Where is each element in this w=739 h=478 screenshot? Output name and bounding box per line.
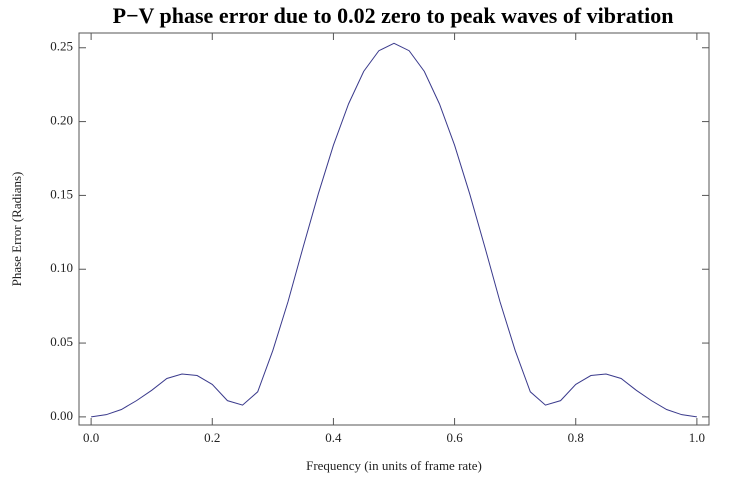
y-tick-label: 0.20: [50, 113, 73, 128]
y-tick-label: 0.05: [50, 334, 73, 349]
y-tick-label: 0.25: [50, 39, 73, 54]
x-axis-label: Frequency (in units of frame rate): [306, 458, 482, 473]
x-tick-label: 0.2: [204, 430, 220, 445]
x-tick-label: 0.8: [568, 430, 584, 445]
y-axis-label: Phase Error (Radians): [9, 172, 24, 287]
chart-title: P−V phase error due to 0.02 zero to peak…: [113, 3, 674, 28]
y-tick-label: 0.15: [50, 186, 73, 201]
x-tick-label: 0.4: [325, 430, 342, 445]
line-series: [91, 42, 697, 418]
x-tick-label: 1.0: [689, 430, 705, 445]
y-tick-label: 0.10: [50, 260, 73, 275]
plot-frame: [78, 32, 710, 426]
y-tick-label: 0.00: [50, 408, 73, 423]
x-tick-label: 0.0: [83, 430, 99, 445]
x-tick-label: 0.6: [446, 430, 463, 445]
